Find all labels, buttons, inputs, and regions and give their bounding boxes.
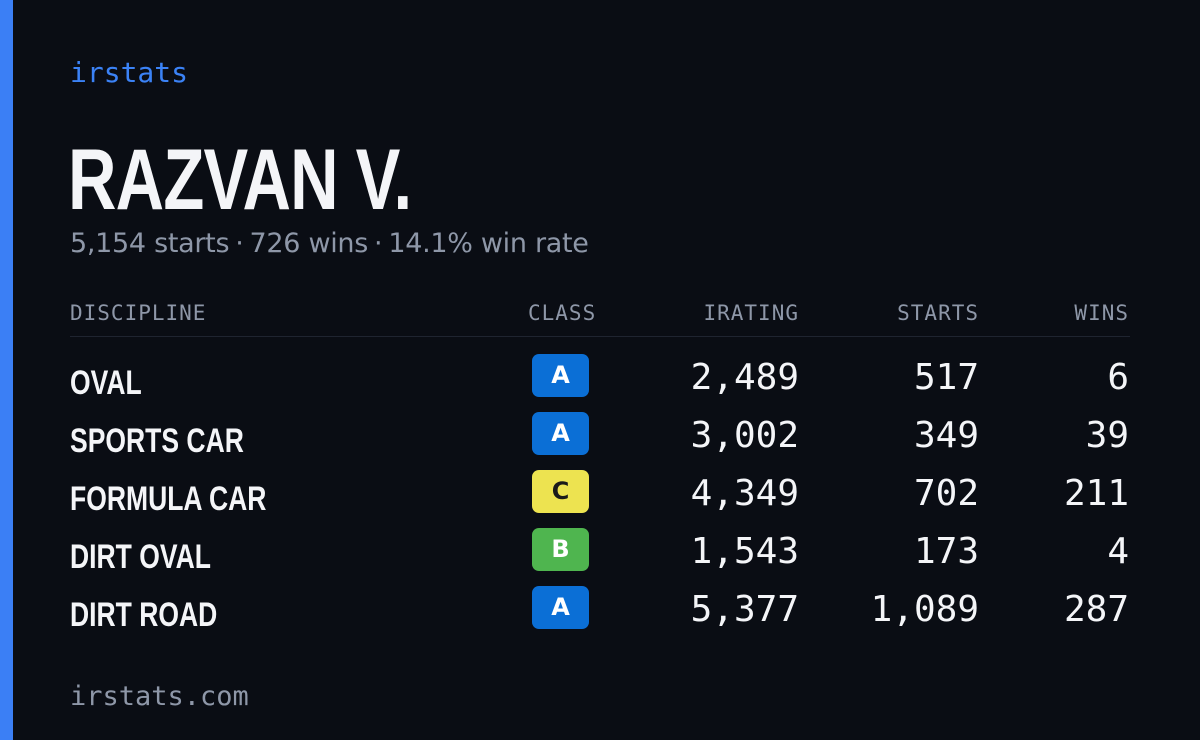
discipline-name: FORMULA CAR [70,480,267,518]
wins-value: 6 [1107,357,1129,398]
class-badge: A [532,354,589,397]
discipline-name: SPORTS CAR [70,422,244,460]
class-badge: B [532,528,589,571]
starts-value: 173 [913,531,979,572]
irating-value: 2,489 [690,357,799,398]
summary-separator: · [235,228,244,259]
discipline-name: DIRT ROAD [70,596,218,634]
wins-value: 39 [1085,415,1129,456]
starts-value: 1,089 [870,589,979,630]
table-row: SPORTS CAR A 3,002 349 39 [70,412,1130,470]
class-badge: C [532,470,589,513]
header-discipline: DISCIPLINE [70,301,207,325]
footer-url: irstats.com [70,681,249,712]
header-irating: IRATING [703,301,799,325]
driver-name: RAZVAN V. [68,132,412,228]
header-starts: STARTS [897,301,979,325]
accent-bar [0,0,13,740]
irating-value: 1,543 [690,531,799,572]
table-row: DIRT OVAL B 1,543 173 4 [70,528,1130,586]
table-header: DISCIPLINE CLASS IRATING STARTS WINS [70,300,1130,326]
starts-value: 702 [913,473,979,514]
header-divider [70,336,1130,337]
header-class: CLASS [528,301,597,325]
irating-value: 5,377 [690,589,799,630]
discipline-name: OVAL [70,364,142,402]
wins-value: 4 [1107,531,1129,572]
brand-logo-text: irstats [70,56,189,89]
starts-value: 349 [913,415,979,456]
wins-value: 211 [1063,473,1129,514]
summary-win-rate: 14.1% win rate [388,228,589,259]
discipline-name: DIRT OVAL [70,538,211,576]
wins-value: 287 [1063,589,1129,630]
summary-wins: 726 wins [249,228,369,259]
summary-separator: · [374,228,383,259]
summary-starts: 5,154 starts [70,228,230,259]
table-row: FORMULA CAR C 4,349 702 211 [70,470,1130,528]
driver-summary: 5,154 starts · 726 wins · 14.1% win rate [70,226,589,262]
table-row: DIRT ROAD A 5,377 1,089 287 [70,586,1130,644]
irating-value: 3,002 [690,415,799,456]
header-wins: WINS [1074,301,1129,325]
table-row: OVAL A 2,489 517 6 [70,354,1130,412]
class-badge: A [532,586,589,629]
irating-value: 4,349 [690,473,799,514]
starts-value: 517 [913,357,979,398]
class-badge: A [532,412,589,455]
